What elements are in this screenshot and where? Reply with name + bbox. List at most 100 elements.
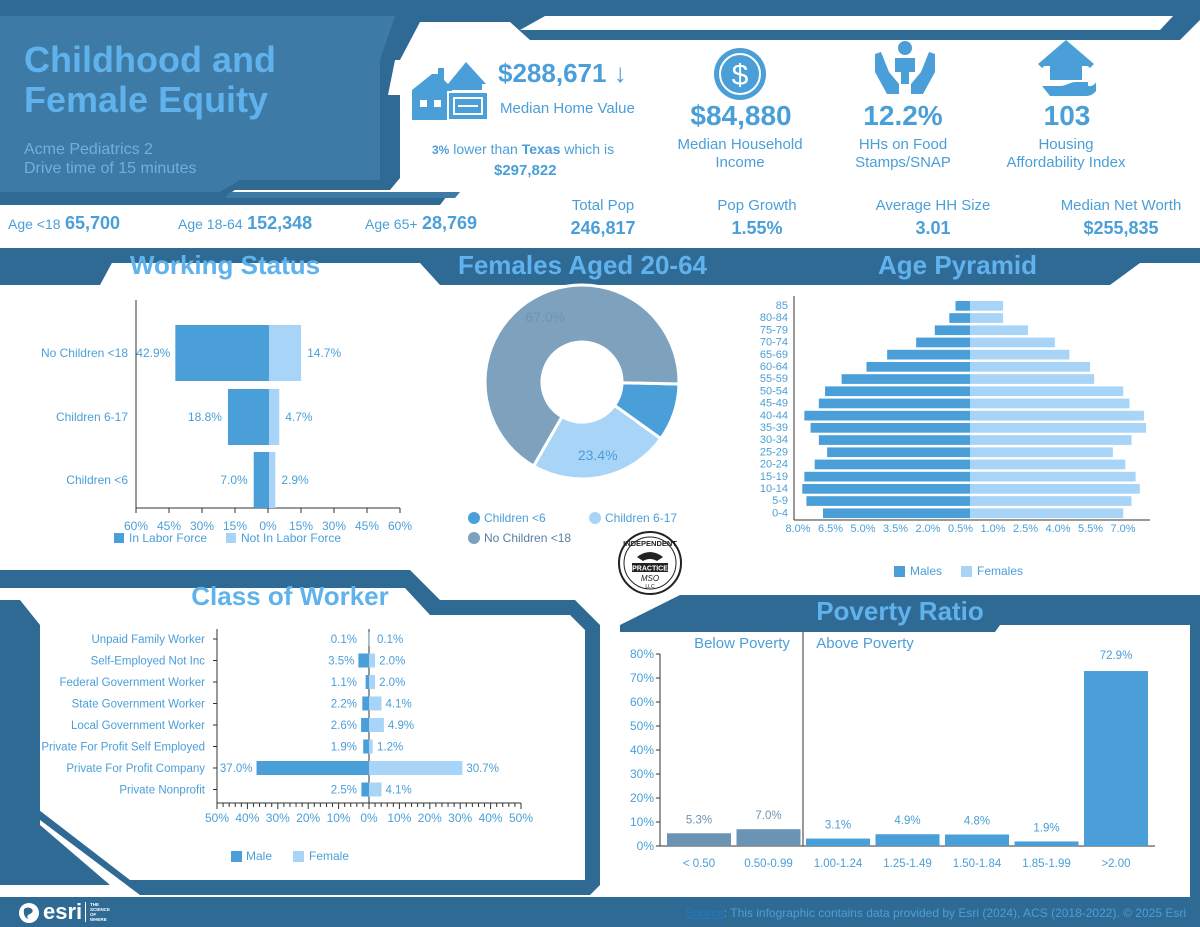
pyr-x-tick-label: 3.5% [883, 523, 908, 535]
ws-label-not-in-labor: 4.7% [285, 410, 313, 424]
cow-bar-female [369, 675, 376, 689]
pyr-x-tick-label: 5.5% [1078, 523, 1103, 535]
pyr-bar-female [970, 349, 1070, 360]
ws-bar-in-labor [227, 389, 269, 445]
pov-y-tick-label: 40% [630, 743, 654, 757]
logo-bottom-text: LLC [645, 584, 655, 590]
home-value-comparison: 3% lower than Texas which is [432, 141, 614, 157]
pyr-bar-male [916, 337, 970, 348]
cow-label-male: 37.0% [220, 763, 253, 775]
pyr-bar-female [970, 301, 1004, 311]
pyr-bar-male [810, 423, 970, 433]
cow-legend-male: Male [246, 849, 272, 863]
cow-bar-male [361, 782, 369, 797]
footer-divider [85, 902, 86, 922]
pyr-bar-female [970, 386, 1124, 397]
pyr-bar-male [955, 301, 970, 311]
ws-category-label: Children 6-17 [56, 410, 128, 424]
ws-legend-not: Not In Labor Force [241, 531, 341, 545]
donut-legend-swatch [468, 512, 480, 524]
ws-legend-swatch-in [114, 533, 124, 543]
logo-script-text: MSO [641, 574, 659, 583]
cow-label-female: 4.9% [388, 720, 414, 732]
pov-y-tick-label: 0% [637, 839, 655, 853]
pyr-age-label: 5-9 [772, 495, 788, 507]
kpi-snap-value: 12.2% [863, 100, 943, 131]
pov-bar [667, 833, 731, 846]
page-title-line2: Female Equity [24, 79, 269, 120]
stat-pop-growth-label: Pop Growth [717, 197, 797, 214]
cow-label-male: 3.5% [328, 656, 354, 668]
pov-category-label: >2.00 [1101, 858, 1130, 870]
pov-group-above: Above Poverty [816, 635, 914, 652]
ws-bar-in-labor [253, 452, 269, 508]
cow-label-male: 2.5% [331, 785, 357, 797]
kpi-income-label1: Median Household [677, 136, 803, 153]
age-65-plus: Age 65+ 28,769 [365, 213, 477, 234]
pyr-x-tick-label: 5.0% [850, 523, 875, 535]
donut-legend-label: No Children <18 [484, 531, 571, 545]
cow-bar-male [363, 739, 369, 754]
cow-category-label: State Government Worker [72, 699, 206, 711]
pov-category-label: 1.25-1.49 [883, 858, 932, 870]
pov-bar-label: 4.8% [964, 815, 990, 827]
kpi-snap-label: HHs on Food Stamps/SNAP [823, 136, 983, 172]
pyr-age-label: 40-44 [760, 410, 788, 422]
stat-pop-growth-value: 1.55% [731, 218, 783, 238]
class-of-worker-title: Class of Worker [191, 581, 389, 611]
pyr-bar-female [970, 496, 1132, 506]
donut-slice-label: 67.0% [526, 309, 566, 325]
kpi-snap-label1: HHs on Food [858, 136, 948, 153]
cmp-value: $297,822 [494, 162, 557, 179]
pyr-bar-female [970, 484, 1140, 494]
pyr-bar-male [802, 484, 970, 494]
pyr-bar-male [887, 349, 970, 360]
pyr-x-tick-label: 7.0% [1110, 523, 1135, 535]
pyr-age-label: 80-84 [760, 312, 788, 324]
cow-bar-male [358, 653, 369, 668]
ws-legend-swatch-not [226, 533, 236, 543]
ws-label-in-labor: 18.8% [188, 410, 222, 424]
pyr-age-label: 0-4 [772, 507, 788, 519]
pyr-x-tick-label: 2.0% [915, 523, 940, 535]
logo-middle-text: PRACTICE [632, 566, 668, 573]
cow-label-female: 4.1% [385, 699, 411, 711]
cow-x-tick-label: 0% [360, 811, 378, 825]
pyr-bar-male [825, 386, 970, 397]
home-value: $288,671 ↓ [498, 58, 627, 89]
pov-bar-label: 72.9% [1100, 650, 1133, 662]
donut-legend-swatch [589, 512, 601, 524]
cow-category-label: Self-Employed Not Inc [91, 656, 206, 668]
down-arrow-icon: ↓ [613, 58, 627, 88]
ws-x-tick-label: 45% [157, 519, 181, 533]
cow-legend-swatch-male [231, 851, 242, 862]
pyr-age-label: 55-59 [760, 373, 788, 385]
kpi-haf-value: 103 [1043, 100, 1091, 131]
pyr-bar-female [970, 459, 1126, 470]
cow-label-female: 2.0% [379, 656, 405, 668]
cow-bar-male [365, 675, 369, 689]
ws-category-label: No Children <18 [41, 346, 128, 360]
pyr-age-label: 15-19 [760, 471, 788, 483]
esri-globe-icon [19, 903, 39, 923]
source-link[interactable]: Source [685, 906, 724, 920]
pyr-bar-female [970, 423, 1146, 433]
pyr-bar-male [804, 471, 970, 482]
pov-y-tick-label: 20% [630, 791, 654, 805]
pyr-bar-female [970, 508, 1124, 519]
logo-top-text: INDEPENDENT [623, 539, 677, 548]
pyr-bar-female [970, 325, 1028, 336]
cow-category-label: Private For Profit Self Employed [41, 742, 205, 754]
age-65-plus-label: Age 65+ [365, 216, 418, 232]
pyr-legend-swatch-female [961, 566, 972, 577]
working-status-title: Working Status [129, 250, 321, 280]
house-hand-icon [1038, 40, 1096, 96]
ws-x-tick-label: 30% [190, 519, 214, 533]
dollar-icon: $ [714, 48, 766, 100]
donut-slice [531, 403, 663, 481]
ws-label-not-in-labor: 2.9% [281, 473, 309, 487]
cow-x-tick-label: 50% [509, 811, 533, 825]
poverty-ratio-chart: 0% 10% 20% 30% 40% 50% 60% 70% 80% Below Poverty A… [630, 632, 1155, 870]
ws-bar-not-in-labor [269, 389, 280, 445]
cow-category-label: Private Nonprofit [119, 785, 205, 797]
